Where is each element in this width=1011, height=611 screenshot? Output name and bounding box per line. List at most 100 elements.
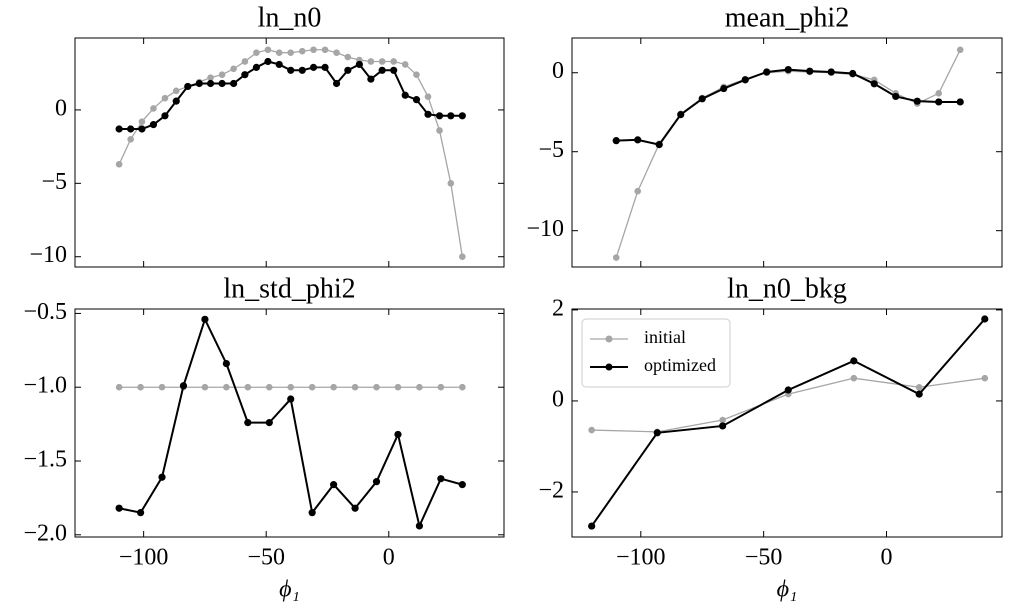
point xyxy=(172,87,180,95)
point xyxy=(719,416,726,424)
point xyxy=(892,92,900,101)
point xyxy=(298,47,306,55)
point xyxy=(138,118,146,125)
point xyxy=(275,49,283,56)
y-tick-label: −1.5 xyxy=(23,447,67,473)
series-line xyxy=(615,49,961,258)
subplot-title: ln_n0_bkg xyxy=(727,273,847,304)
y-tick-label: −2.0 xyxy=(23,520,67,546)
point xyxy=(653,429,661,437)
x-tick-label: −100 xyxy=(119,545,169,571)
point xyxy=(401,61,409,68)
point xyxy=(207,74,214,81)
point xyxy=(330,481,338,489)
point xyxy=(390,58,397,65)
point xyxy=(344,66,352,74)
point xyxy=(677,110,685,119)
point xyxy=(253,49,260,56)
point xyxy=(634,187,642,195)
point xyxy=(265,383,273,391)
x-tick-label: 0 xyxy=(881,545,893,571)
point xyxy=(127,125,135,133)
plot-area xyxy=(588,315,989,530)
y-tick-label: −0.5 xyxy=(23,299,67,325)
y-tick-label: 2 xyxy=(552,295,564,321)
point xyxy=(720,84,728,93)
point xyxy=(981,374,989,382)
point xyxy=(223,383,230,391)
point xyxy=(330,383,337,391)
point xyxy=(161,112,169,120)
point xyxy=(373,383,380,391)
point xyxy=(264,46,272,54)
point xyxy=(424,93,432,101)
point xyxy=(784,65,792,74)
point xyxy=(390,66,398,74)
point xyxy=(184,82,192,91)
point xyxy=(115,125,123,133)
legend-marker xyxy=(605,363,613,371)
point xyxy=(351,383,359,391)
point xyxy=(150,105,157,112)
axes-frame xyxy=(571,308,1003,538)
plot-area xyxy=(115,46,466,261)
point xyxy=(424,110,432,118)
subplot-title: ln_n0 xyxy=(258,2,322,33)
x-tick-label: −100 xyxy=(616,545,666,571)
point xyxy=(458,112,466,120)
point xyxy=(172,97,180,105)
plot-area xyxy=(115,315,466,530)
point xyxy=(394,383,402,391)
legend-box xyxy=(581,318,731,388)
point xyxy=(612,137,620,145)
point xyxy=(935,89,943,97)
point xyxy=(241,71,249,79)
point xyxy=(218,79,226,88)
point xyxy=(741,76,749,84)
point xyxy=(287,49,295,56)
axes-frame xyxy=(74,37,505,268)
point xyxy=(956,46,964,54)
point xyxy=(588,522,596,530)
point xyxy=(264,57,272,66)
point xyxy=(218,71,226,78)
point xyxy=(459,253,466,261)
point xyxy=(201,383,209,391)
point xyxy=(115,504,123,512)
series-line xyxy=(616,68,961,146)
x-tick-label: 0 xyxy=(383,545,395,571)
point xyxy=(275,60,283,69)
point xyxy=(612,254,620,261)
point xyxy=(378,58,386,65)
point xyxy=(850,374,858,382)
point xyxy=(655,141,663,149)
point xyxy=(136,509,145,517)
point xyxy=(698,95,706,103)
x-tick-label: −50 xyxy=(745,545,783,571)
point xyxy=(265,419,273,427)
point xyxy=(149,121,158,129)
point xyxy=(230,65,237,73)
point xyxy=(447,180,455,187)
point xyxy=(935,98,943,106)
subplot: mean_phi2 −10 −5 0 xyxy=(526,2,1003,268)
point xyxy=(378,66,386,74)
point xyxy=(956,98,964,106)
point xyxy=(252,63,261,71)
subplot: ln_n0 −10 −5 0 xyxy=(29,2,505,268)
point xyxy=(437,475,445,483)
point xyxy=(308,509,316,517)
point xyxy=(719,422,727,430)
point xyxy=(588,426,595,434)
point xyxy=(415,522,424,530)
legend-marker xyxy=(605,335,613,343)
point xyxy=(806,67,814,75)
y-tick-label: 0 xyxy=(552,58,564,84)
point xyxy=(158,473,166,481)
point xyxy=(784,386,792,394)
y-tick-label: −10 xyxy=(526,216,564,242)
y-tick-label: −1.0 xyxy=(23,373,67,399)
point xyxy=(351,504,359,512)
point xyxy=(870,80,878,88)
